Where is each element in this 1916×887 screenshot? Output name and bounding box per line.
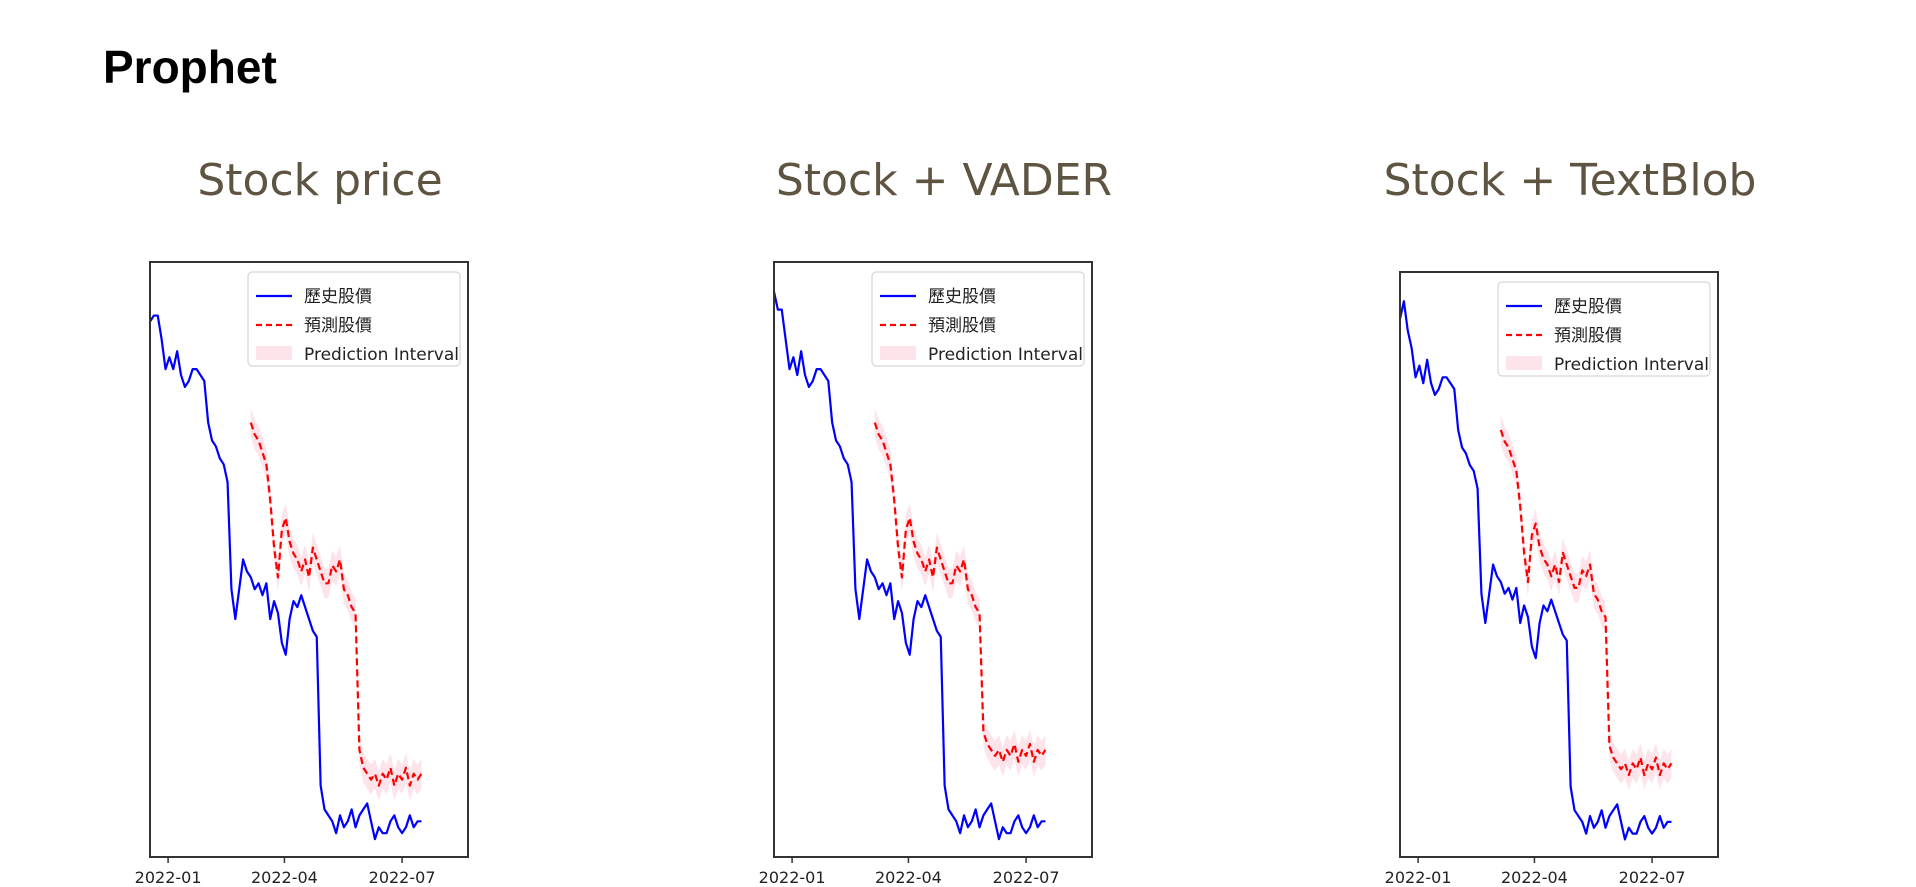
legend-interval-swatch <box>1506 356 1542 370</box>
chart-title-stock-vader: Stock + VADER <box>775 155 1113 206</box>
x-tick-label: 2022-01 <box>135 868 202 887</box>
legend-interval-label: Prediction Interval <box>1554 355 1709 375</box>
x-tick-label: 2022-04 <box>1501 868 1568 887</box>
history-price-line <box>772 291 1046 841</box>
legend-box <box>1497 281 1711 377</box>
legend-history-label: 歷史股價 <box>1554 297 1622 317</box>
x-tick-label: 2022-07 <box>1619 868 1686 887</box>
plot-frame <box>1399 271 1719 858</box>
prediction-interval-band <box>1500 415 1672 790</box>
forecast-price-line <box>249 422 423 787</box>
x-tick-label: 2022-01 <box>759 868 826 887</box>
legend-interval-swatch <box>256 346 292 360</box>
history-price-line <box>149 314 422 841</box>
x-tick-label: 2022-04 <box>875 868 942 887</box>
x-tick-label: 2022-04 <box>251 868 318 887</box>
plot-frame <box>149 261 469 858</box>
plot-frame <box>773 261 1093 858</box>
chart-title-stock-textblob: Stock + TextBlob <box>1383 155 1757 206</box>
x-tick-label: 2022-07 <box>993 868 1060 887</box>
legend-box <box>871 271 1085 367</box>
x-tick-label: 2022-01 <box>1385 868 1452 887</box>
legend-interval-label: Prediction Interval <box>304 345 459 365</box>
forecast-price-line <box>873 422 1047 763</box>
legend-forecast-label: 預測股價 <box>1554 326 1622 346</box>
chart-title-stock-price: Stock price <box>197 155 443 206</box>
prediction-interval-band <box>874 407 1046 777</box>
legend-interval-label: Prediction Interval <box>928 345 1083 365</box>
legend-forecast-label: 預測股價 <box>928 316 996 336</box>
prediction-interval-band <box>250 407 422 801</box>
history-price-line <box>1398 300 1672 841</box>
forecast-price-line <box>1499 429 1673 777</box>
legend-interval-swatch <box>880 346 916 360</box>
legend-forecast-label: 預測股價 <box>304 316 372 336</box>
x-tick-label: 2022-07 <box>369 868 436 887</box>
page-title: Prophet <box>103 41 277 93</box>
legend-history-label: 歷史股價 <box>928 287 996 307</box>
legend-box <box>247 271 461 367</box>
legend-history-label: 歷史股價 <box>304 287 372 307</box>
